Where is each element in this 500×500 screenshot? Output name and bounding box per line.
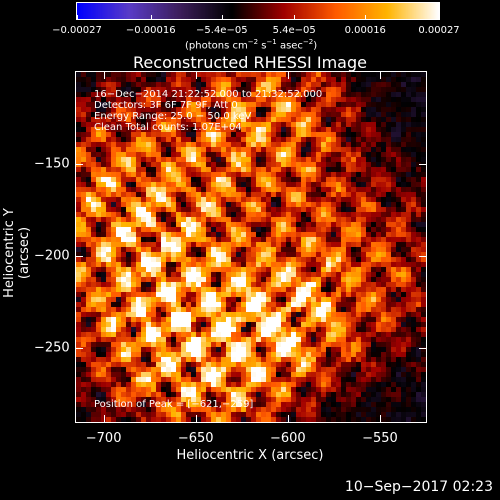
colorbar-tick-mark [294, 15, 296, 19]
colorbar-tick-label: 0.00027 [418, 25, 460, 36]
colorbar-tick-mark [221, 15, 223, 19]
x-tick-mark [195, 415, 197, 422]
x-tick-mark [287, 415, 289, 422]
colorbar-tick-mark [150, 15, 152, 19]
y-tick-mark [76, 348, 83, 350]
colorbar-tick-label: −5.4e−05 [196, 25, 248, 36]
y-tick-mark-right [419, 348, 426, 350]
x-tick-mark-top [379, 72, 381, 79]
annotation-peak-position: Position of Peak = [−621,−259] [94, 399, 254, 410]
colorbar-units-label: (photons cm−2 s−1 asec−2) [185, 38, 318, 52]
x-tick-label: −650 [177, 431, 214, 446]
annotation-time-range: 16−Dec−2014 21:22:52.000 to 21:32:52.000 [94, 89, 323, 100]
x-tick-label: −600 [269, 431, 306, 446]
y-tick-label: −200 [34, 248, 70, 264]
x-axis-label: Heliocentric X (arcsec) [176, 448, 324, 463]
colorbar-tick-mark [77, 15, 78, 19]
footer-timestamp: 10−Sep−2017 02:23 [344, 479, 493, 495]
y-tick-mark-right [419, 256, 426, 258]
annotation-energy-range: Energy Range: 25.0 − 50.0 keV [94, 111, 252, 122]
y-tick-label: −250 [34, 340, 70, 356]
heatmap-image [76, 72, 426, 422]
y-tick-mark [76, 164, 83, 166]
x-tick-mark [103, 415, 105, 422]
annotation-clean-counts: Clean Total counts: 1.07E+04 [94, 122, 242, 133]
y-tick-mark-right [419, 164, 426, 166]
colorbar-tick-label: −0.00016 [125, 25, 176, 36]
y-axis-label: Heliocentric Y (arcsec) [2, 208, 32, 298]
colorbar [77, 3, 439, 19]
x-tick-mark [379, 415, 381, 422]
x-tick-mark-top [287, 72, 289, 79]
chart-title: Reconstructed RHESSI Image [133, 53, 367, 72]
annotation-detectors: Detectors: 3F 6F 7F 9F, Att 0 [94, 100, 238, 111]
x-tick-mark-top [195, 72, 197, 79]
colorbar-tick-label: −0.00027 [52, 25, 102, 36]
x-tick-label: −700 [85, 431, 122, 446]
x-tick-mark-top [103, 72, 105, 79]
colorbar-tick-mark [439, 15, 440, 19]
colorbar-tick-mark [365, 15, 367, 19]
y-tick-mark [76, 256, 83, 258]
x-tick-label: −550 [362, 431, 398, 446]
colorbar-tick-label: 0.00016 [344, 25, 386, 36]
y-tick-label: −150 [34, 156, 70, 172]
colorbar-tick-label: 5.4e−05 [272, 25, 316, 36]
